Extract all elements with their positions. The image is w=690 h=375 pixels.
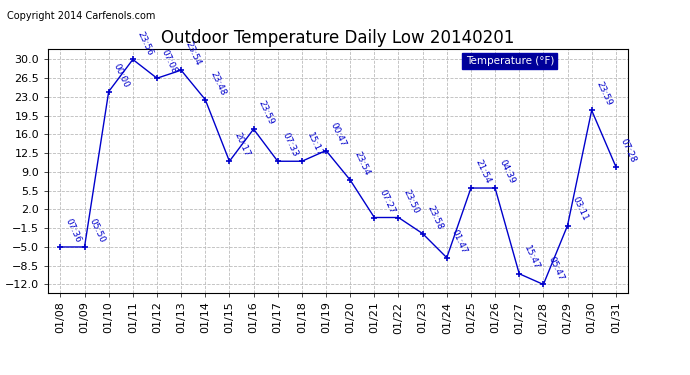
Text: 23:56: 23:56 xyxy=(136,30,155,57)
Text: 23:59: 23:59 xyxy=(257,99,275,126)
Text: 05:47: 05:47 xyxy=(546,255,565,282)
Text: Temperature (°F): Temperature (°F) xyxy=(466,56,554,66)
Text: 04:39: 04:39 xyxy=(498,158,517,185)
Text: 21:54: 21:54 xyxy=(474,158,493,185)
Text: 07:28: 07:28 xyxy=(619,137,638,164)
Text: 05:50: 05:50 xyxy=(88,217,106,244)
Text: 23:48: 23:48 xyxy=(208,70,227,97)
Text: 00:00: 00:00 xyxy=(112,62,130,89)
Text: 07:08: 07:08 xyxy=(160,48,179,75)
Text: 23:50: 23:50 xyxy=(402,188,420,215)
Text: 03:11: 03:11 xyxy=(571,195,589,223)
Text: 23:58: 23:58 xyxy=(426,204,444,231)
Text: 01:47: 01:47 xyxy=(450,228,469,255)
Text: 07:27: 07:27 xyxy=(377,188,396,215)
Text: 20:17: 20:17 xyxy=(233,131,251,159)
Text: 23:54: 23:54 xyxy=(353,150,372,177)
Text: 07:33: 07:33 xyxy=(281,131,299,159)
Text: 00:47: 00:47 xyxy=(329,121,348,148)
Text: Copyright 2014 Carfenols.com: Copyright 2014 Carfenols.com xyxy=(7,11,155,21)
Text: 15:47: 15:47 xyxy=(522,244,541,271)
Text: 23:54: 23:54 xyxy=(184,40,203,68)
Text: 15:17: 15:17 xyxy=(305,131,324,159)
Text: 23:59: 23:59 xyxy=(595,81,613,108)
Text: 07:36: 07:36 xyxy=(63,217,82,244)
Title: Outdoor Temperature Daily Low 20140201: Outdoor Temperature Daily Low 20140201 xyxy=(161,29,515,47)
